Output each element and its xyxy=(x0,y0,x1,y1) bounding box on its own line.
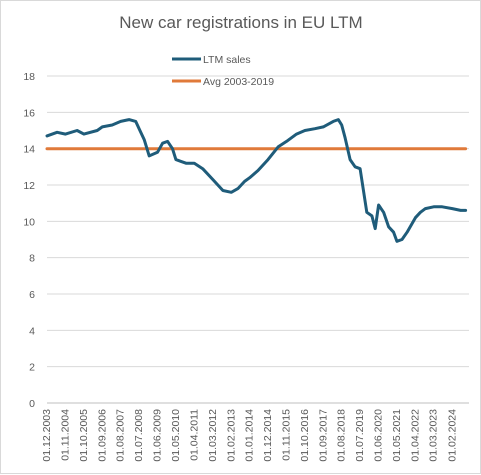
x-axis: 01.12.2003 01.11.2004 01.10.2005 01.09.2006… xyxy=(41,409,458,462)
x-tick-label: 01.07.2019 xyxy=(354,409,366,462)
x-tick-label: 01.06.2020 xyxy=(373,409,385,462)
x-tick-label: 01.10.2005 xyxy=(78,409,90,462)
x-tick-label: 01.06.2009 xyxy=(152,409,164,462)
x-tick-label: 01.11.2004 xyxy=(59,409,71,461)
y-tick-label: 12 xyxy=(23,180,35,192)
y-tick-label: 14 xyxy=(23,144,35,156)
x-tick-label: 01.10.2016 xyxy=(299,409,311,462)
x-tick-label: 01.09.2017 xyxy=(317,409,329,462)
x-tick-label: 01.12.2003 xyxy=(41,409,53,462)
x-tick-label: 01.05.2010 xyxy=(170,409,182,462)
y-tick-label: 16 xyxy=(23,107,35,119)
x-tick-label: 01.02.2013 xyxy=(225,409,237,462)
x-tick-label: 01.04.2011 xyxy=(188,409,200,461)
x-tick-label: 01.04.2022 xyxy=(409,409,421,462)
y-tick-label: 2 xyxy=(29,362,35,374)
x-tick-label: 01.12.2014 xyxy=(262,409,274,462)
y-tick-label: 4 xyxy=(29,325,35,337)
y-tick-label: 18 xyxy=(23,71,35,83)
x-tick-label: 01.08.2018 xyxy=(336,409,348,462)
x-tick-label: 01.02.2024 xyxy=(446,409,458,462)
x-tick-label: 01.03.2023 xyxy=(428,409,440,462)
chart-title: New car registrations in EU LTM xyxy=(119,13,362,32)
series-line-ltm-sales xyxy=(45,118,468,243)
legend-label-avg: Avg 2003-2019 xyxy=(203,76,274,88)
y-tick-label: 10 xyxy=(23,216,35,228)
x-tick-label: 01.07.2008 xyxy=(133,409,145,462)
y-tick-label: 8 xyxy=(29,253,35,265)
x-tick-label: 01.09.2006 xyxy=(96,409,108,462)
legend: LTM sales Avg 2003-2019 xyxy=(172,54,274,88)
x-tick-label: 01.11.2015 xyxy=(280,409,292,461)
x-tick-label: 01.08.2007 xyxy=(115,409,127,462)
y-axis: 0 2 4 6 8 10 12 14 16 18 xyxy=(23,71,35,410)
x-tick-label: 01.01.2014 xyxy=(244,409,256,462)
x-tick-label: 01.05.2021 xyxy=(391,409,403,462)
y-tick-label: 0 xyxy=(29,398,35,410)
y-tick-label: 6 xyxy=(29,289,35,301)
x-tick-label: 01.03.2012 xyxy=(207,409,219,462)
legend-label-ltm-sales: LTM sales xyxy=(203,54,251,66)
plot-area xyxy=(45,118,468,243)
